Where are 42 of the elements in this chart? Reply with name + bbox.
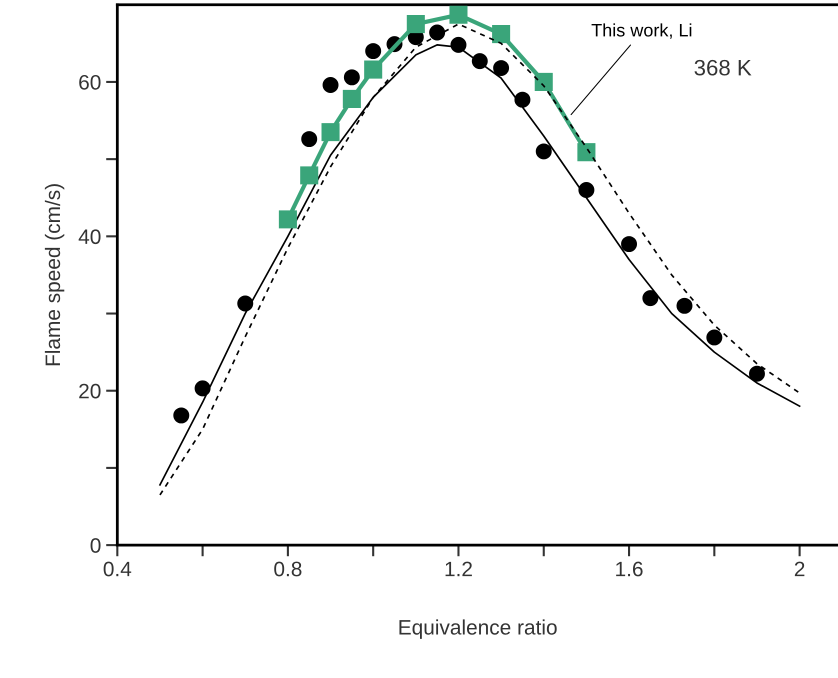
annotation: 368 K	[694, 60, 752, 76]
point	[301, 131, 318, 148]
point	[237, 296, 254, 312]
y-tick-label: 40	[78, 229, 101, 244]
y-axis-title: Flame speed (cm/s)	[44, 184, 64, 366]
point	[534, 72, 553, 91]
point	[578, 182, 594, 198]
point	[621, 236, 638, 252]
y-tick-label: 0	[90, 538, 101, 553]
point	[642, 290, 658, 306]
point	[749, 366, 765, 382]
point	[514, 92, 530, 108]
x-tick-label: 0.8	[274, 562, 302, 576]
point	[706, 329, 722, 346]
point	[449, 6, 468, 24]
x-tick-label: 1.6	[616, 562, 643, 576]
x-axis-title: Equivalence ratio	[399, 619, 557, 639]
point	[342, 90, 361, 108]
point	[472, 53, 488, 70]
point	[364, 60, 382, 79]
point	[278, 210, 297, 228]
point	[344, 69, 360, 86]
point	[365, 43, 382, 60]
x-tick-label: 1.2	[446, 562, 472, 576]
point	[536, 143, 552, 160]
y-tick-label: 20	[79, 384, 101, 398]
point	[493, 60, 510, 76]
point	[676, 298, 692, 314]
point	[577, 143, 596, 162]
annotation: This work, Li	[592, 23, 692, 39]
point	[300, 166, 318, 184]
point	[322, 77, 339, 94]
x-tick-label: 2	[794, 562, 804, 576]
point	[429, 24, 446, 41]
y-tick-label: 60	[79, 74, 101, 90]
point	[322, 123, 340, 142]
point	[406, 15, 425, 34]
point	[173, 407, 190, 424]
point	[492, 25, 510, 44]
point	[450, 36, 466, 53]
x-tick-label: 0.4	[104, 562, 132, 576]
point	[194, 380, 211, 396]
